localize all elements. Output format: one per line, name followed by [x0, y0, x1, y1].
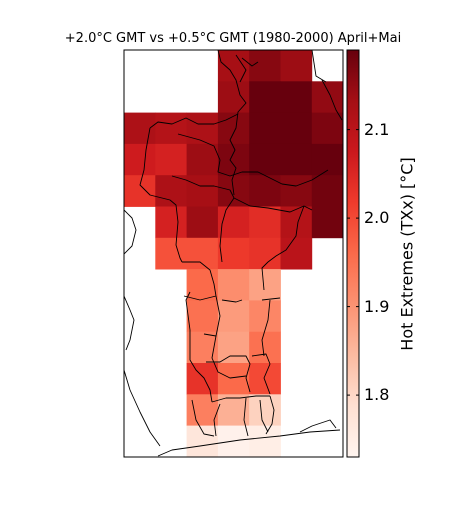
heatmap-cell [249, 300, 281, 332]
heatmap-cell [218, 81, 250, 113]
heatmap-cell [187, 207, 219, 239]
heatmap-cell [218, 144, 250, 176]
heatmap-cell [281, 81, 313, 113]
heatmap-cell [155, 113, 187, 145]
heatmap-cell [249, 426, 281, 458]
heatmap-cell [218, 300, 250, 332]
heatmap-cell [218, 269, 250, 301]
heatmap-cell [249, 144, 281, 176]
heatmap-cell [312, 81, 344, 113]
heatmap-cell [281, 238, 313, 270]
heatmap-cell [312, 113, 344, 145]
heatmap-cell [124, 144, 156, 176]
heatmap-cell [187, 175, 219, 207]
colorbar-label-text: Hot Extremes (TXx) [°C] [398, 157, 417, 350]
colorbar-tick-label: 1.8 [364, 387, 389, 403]
heatmap-cell [187, 426, 219, 458]
heatmap-cell [312, 175, 344, 207]
heatmap-cell [187, 113, 219, 145]
heatmap-cell [218, 332, 250, 364]
heatmap-cell [249, 269, 281, 301]
heatmap-cell [281, 144, 313, 176]
heatmap-cell [155, 144, 187, 176]
heatmap-cell [249, 394, 281, 426]
heatmap-cell [187, 394, 219, 426]
heatmap-cell [281, 50, 313, 82]
colorbar-tick-label: 2.0 [364, 210, 389, 226]
heatmap-cell [249, 207, 281, 239]
colorbar [347, 50, 359, 457]
heatmap-cell [249, 363, 281, 395]
heatmap-cell [249, 113, 281, 145]
colorbar-tick-label: 2.1 [364, 122, 389, 138]
heatmap-cell [187, 269, 219, 301]
heatmap-cell [187, 144, 219, 176]
heatmap-cell [249, 81, 281, 113]
heatmap-cell [187, 363, 219, 395]
heatmap-cell [155, 207, 187, 239]
heatmap-cell [218, 113, 250, 145]
heatmap-cell [155, 238, 187, 270]
heatmap-cell [124, 175, 156, 207]
heatmap-cell [218, 238, 250, 270]
colorbar-tick-label: 1.9 [364, 299, 389, 315]
heatmap-cell [249, 175, 281, 207]
heatmap-cell [218, 363, 250, 395]
heatmap-cell [312, 144, 344, 176]
heatmap-cell [312, 207, 344, 239]
heatmap-cell [155, 175, 187, 207]
heatmap-cell [281, 175, 313, 207]
heatmap-cells [124, 50, 344, 457]
heatmap-cell [218, 426, 250, 458]
heatmap-cell [187, 238, 219, 270]
heatmap-cell [281, 113, 313, 145]
heatmap-cell [249, 50, 281, 82]
heatmap-cell [124, 113, 156, 145]
heatmap-cell [187, 300, 219, 332]
heatmap-cell [249, 332, 281, 364]
